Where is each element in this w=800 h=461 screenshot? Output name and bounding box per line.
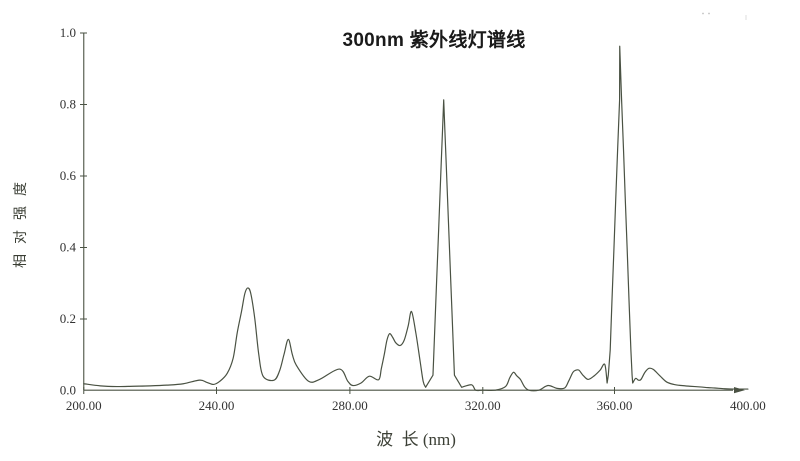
svg-text:0.2: 0.2 [60, 311, 76, 326]
svg-text:320.00: 320.00 [465, 398, 501, 413]
svg-text:0.4: 0.4 [60, 240, 77, 255]
svg-text:0.6: 0.6 [60, 168, 77, 183]
svg-text:280.00: 280.00 [332, 398, 368, 413]
svg-text:200.00: 200.00 [66, 398, 102, 413]
svg-text:400.00: 400.00 [730, 398, 766, 413]
svg-text:360.00: 360.00 [597, 398, 633, 413]
svg-text:0.0: 0.0 [60, 383, 76, 398]
svg-text:1.0: 1.0 [60, 25, 76, 40]
svg-text:240.00: 240.00 [199, 398, 235, 413]
svg-text:0.8: 0.8 [60, 97, 76, 112]
